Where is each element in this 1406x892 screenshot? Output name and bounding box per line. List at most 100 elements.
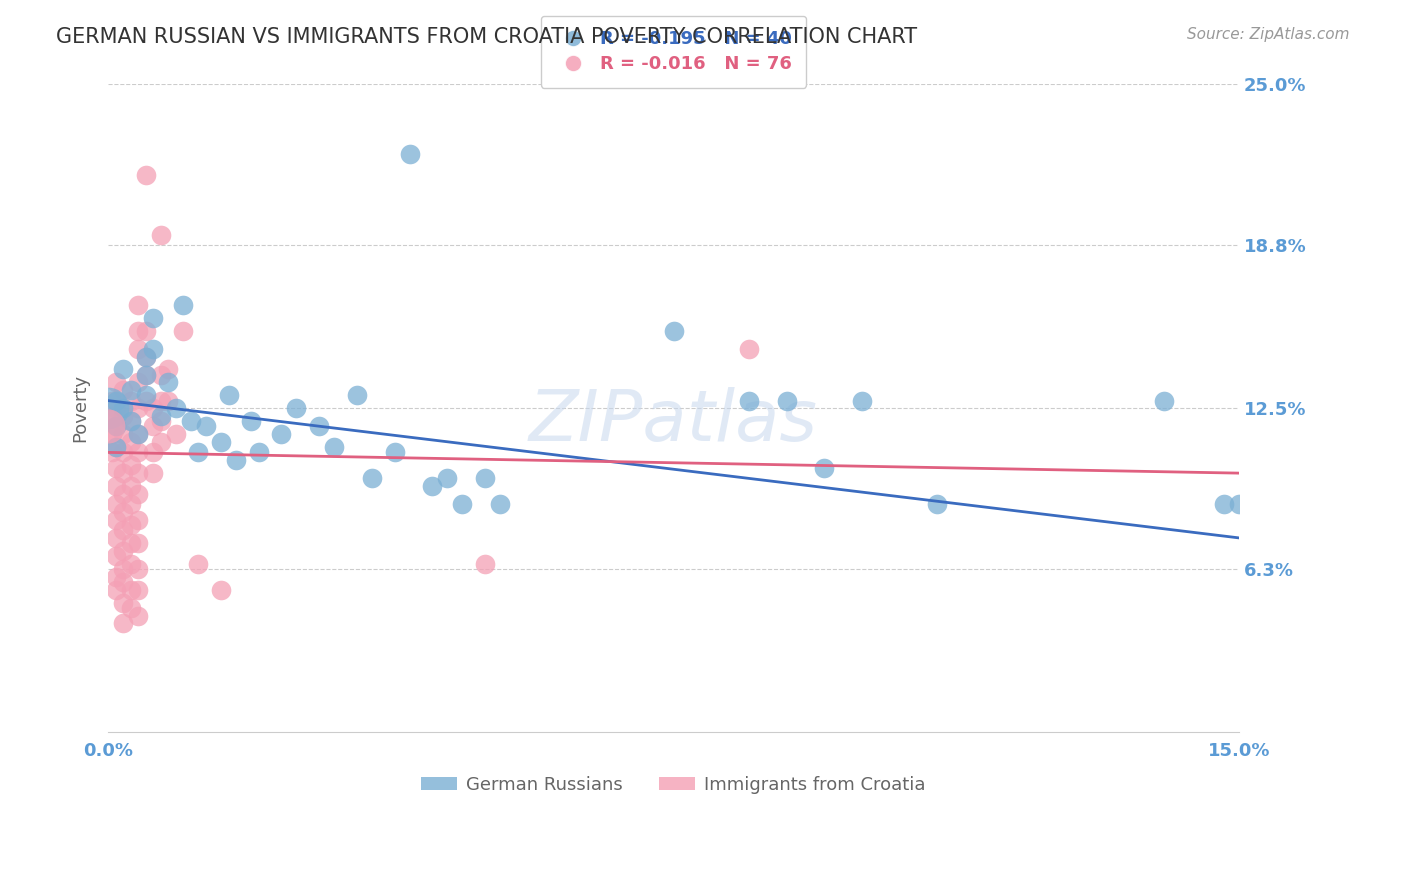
Point [135,324,157,338]
Point [225,453,247,467]
Point [738,393,761,408]
Point [420,479,443,493]
Point [308,419,330,434]
Point [127,582,149,597]
Point [104,440,127,454]
Point [127,445,149,459]
Point [127,376,149,390]
Point [112,505,135,519]
Point [112,544,135,558]
Point [127,427,149,442]
Text: ZIPatlas: ZIPatlas [529,387,818,456]
Point [142,310,165,325]
Point [112,523,135,537]
Point [135,368,157,382]
Point [104,401,127,416]
Point [127,427,149,442]
Point [1213,497,1236,511]
Point [149,414,172,428]
Point [112,427,135,442]
Point [127,536,149,550]
Point [104,419,127,434]
Point [851,393,873,408]
Point [157,376,180,390]
Point [398,147,420,161]
Point [165,427,187,442]
Point [135,368,157,382]
Point [135,393,157,408]
Point [142,419,165,434]
Point [112,383,135,397]
Point [135,350,157,364]
Point [165,401,187,416]
Point [100,427,122,442]
Point [112,616,135,631]
Point [218,388,240,402]
Point [97,401,120,416]
Point [384,445,406,459]
Point [112,562,135,576]
Point [127,562,149,576]
Point [127,401,149,416]
Point [436,471,458,485]
Point [149,368,172,382]
Point [127,466,149,480]
Point [135,168,157,182]
Point [100,445,122,459]
Point [813,461,835,475]
Point [157,393,180,408]
Point [180,414,202,428]
Point [474,557,496,571]
Point [120,458,142,473]
Point [149,227,172,242]
Point [1227,497,1250,511]
Point [104,582,127,597]
Y-axis label: Poverty: Poverty [72,375,89,442]
Point [112,362,135,376]
Point [120,536,142,550]
Point [346,388,368,402]
Point [187,557,209,571]
Point [112,596,135,610]
Point [172,324,194,338]
Point [209,582,232,597]
Point [187,445,209,459]
Point [247,445,270,459]
Point [120,600,142,615]
Point [120,497,142,511]
Point [100,393,122,408]
Point [112,409,135,423]
Point [112,466,135,480]
Point [104,479,127,493]
Text: GERMAN RUSSIAN VS IMMIGRANTS FROM CROATIA POVERTY CORRELATION CHART: GERMAN RUSSIAN VS IMMIGRANTS FROM CROATI… [56,27,917,46]
Point [270,427,292,442]
Point [120,435,142,450]
Point [112,487,135,501]
Point [127,342,149,356]
Point [104,531,127,545]
Point [142,445,165,459]
Point [775,393,797,408]
Point [149,409,172,423]
Point [120,518,142,533]
Point [135,350,157,364]
Point [240,414,263,428]
Point [120,479,142,493]
Point [285,401,308,416]
Point [142,466,165,480]
Point [195,419,218,434]
Text: Source: ZipAtlas.com: Source: ZipAtlas.com [1187,27,1350,42]
Point [927,497,949,511]
Point [361,471,384,485]
Point [120,414,142,428]
Point [120,414,142,428]
Point [104,440,127,454]
Point [323,440,346,454]
Point [120,383,142,397]
Point [127,324,149,338]
Point [104,570,127,584]
Point [127,487,149,501]
Point [142,401,165,416]
Point [474,471,496,485]
Point [149,435,172,450]
